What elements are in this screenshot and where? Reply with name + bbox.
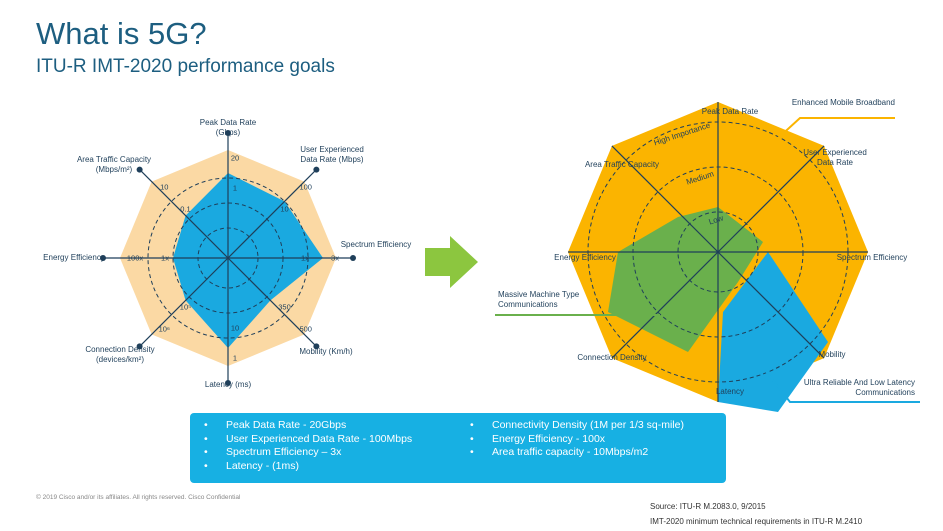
axis-tick: 500 — [299, 324, 312, 334]
axis-tip — [136, 166, 143, 173]
bullet-box: Peak Data Rate - 20GbpsUser Experienced … — [190, 413, 726, 483]
subtitle: ITU-R IMT-2020 performance goals — [36, 56, 335, 77]
axis-tick: 1 — [232, 183, 238, 193]
axis — [227, 169, 317, 259]
axis — [717, 145, 825, 253]
axis-tip — [100, 255, 106, 261]
title: What is 5G? — [36, 16, 207, 51]
axis-tick: 10 — [160, 182, 169, 192]
axis-label: Area Traffic Capacity — [584, 160, 660, 169]
callout — [764, 369, 920, 403]
axis-tick: 100 — [299, 182, 312, 192]
axis-tip — [313, 343, 320, 350]
axis-label: Peak Data Rate — [701, 107, 759, 116]
callout — [764, 117, 895, 151]
use-case-label: Ultra Reliable And Low Latency Communica… — [803, 378, 915, 397]
axis-tick: 3x — [331, 253, 339, 263]
axis-label: User Experienced Data Rate — [803, 148, 867, 167]
bullet: Latency - (1ms) — [190, 460, 412, 474]
axis-tick: 1 — [232, 353, 238, 363]
axis-tip — [350, 255, 356, 261]
axis-label: User Experienced Data Rate (Mbps) — [300, 145, 364, 164]
blue-area — [718, 252, 828, 412]
bullet: Spectrum Efficiency – 3x — [190, 446, 412, 460]
axis-tick: 1x — [161, 253, 169, 263]
axis-label: Peak Data Rate (Gbps) — [199, 118, 257, 137]
axis-tick: 100x — [126, 253, 144, 263]
inner-polygon — [173, 173, 323, 348]
requirements: IMT-2020 minimum technical requirements … — [650, 517, 863, 526]
axis — [611, 145, 719, 253]
axis-tick: 350 — [278, 302, 291, 312]
bullet-list: Peak Data Rate - 20GbpsUser Experienced … — [190, 419, 412, 473]
use-case-label: Massive Machine Type Communications — [498, 290, 580, 309]
axis-tip — [225, 130, 231, 136]
axis-tick: 1x — [301, 253, 309, 263]
axis-label: Area Traffic Capacity (Mbps/m²) — [76, 155, 152, 174]
axis-tick: 0.1 — [180, 204, 191, 213]
bullet: Connectivity Density (1M per 1/3 sq-mile… — [456, 419, 684, 433]
bullet: Area traffic capacity - 10Mbps/m2 — [456, 446, 684, 460]
axis-label: Mobility (Km/h) — [299, 347, 353, 356]
bullet: Peak Data Rate - 20Gbps — [190, 419, 412, 433]
arrow — [425, 236, 478, 288]
axis-tick: 10⁶ — [158, 324, 170, 334]
use-case-label: Enhanced Mobile Broadband — [791, 98, 895, 107]
axis-label: Connection Density — [577, 353, 647, 362]
source: Source: ITU-R M.2083.0, 9/2015 — [650, 502, 766, 511]
axis-label: Spectrum Efficiency — [836, 253, 908, 262]
axis-tick: 20 — [230, 153, 240, 163]
axis-label: Energy Efficiency — [554, 253, 616, 262]
copyright: © 2019 Cisco and/or its affiliates. All … — [36, 494, 241, 501]
axis-label: Energy Efficiency — [43, 253, 105, 262]
axis — [139, 257, 229, 347]
axis — [227, 257, 317, 347]
bullet: Energy Efficiency - 100x — [456, 433, 684, 447]
axis — [611, 251, 719, 359]
bullet: User Experienced Data Rate - 100Mbps — [190, 433, 412, 447]
axis-label: Mobility — [818, 350, 846, 359]
axis-tick: 10 — [230, 323, 240, 333]
bullet-list: Connectivity Density (1M per 1/3 sq-mile… — [456, 419, 684, 460]
axis-tip — [225, 380, 231, 386]
axis-tip — [313, 166, 320, 173]
axis — [717, 251, 825, 359]
axis-label: Spectrum Efficiency — [340, 240, 412, 249]
axis-tick: 10 — [280, 204, 289, 213]
axis-tip — [136, 343, 143, 350]
axis-label: Latency (ms) — [204, 380, 252, 389]
axis-tick: 10⁵ — [179, 302, 192, 312]
axis-label: Latency — [715, 387, 745, 396]
axis — [139, 169, 229, 259]
axis-label: Connection Density (devices/km²) — [85, 345, 155, 364]
